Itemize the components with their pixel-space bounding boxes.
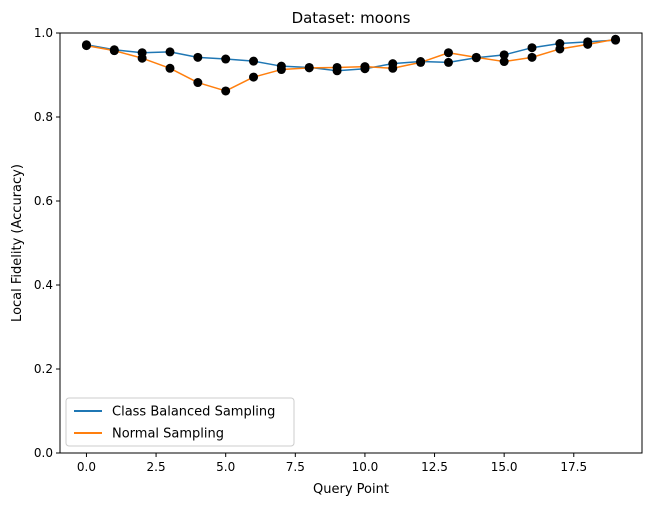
x-tick-label: 7.5 bbox=[286, 460, 305, 474]
series-1-point bbox=[249, 56, 259, 66]
x-tick-label: 5.0 bbox=[216, 460, 235, 474]
series-2-point bbox=[221, 86, 231, 96]
x-tick-label: 10.0 bbox=[352, 460, 379, 474]
x-axis-label: Query Point bbox=[313, 482, 389, 497]
legend: Class Balanced Sampling Normal Sampling bbox=[65, 397, 295, 447]
plot-frame bbox=[59, 32, 643, 454]
y-tick-label: 0.6 bbox=[34, 194, 53, 208]
series-1-point bbox=[527, 43, 537, 53]
y-tick-label: 0.0 bbox=[34, 446, 53, 460]
x-tick-label: 2.5 bbox=[147, 460, 166, 474]
series-2-point bbox=[193, 78, 203, 88]
y-tick-label: 0.8 bbox=[34, 110, 53, 124]
x-tick-label: 15.0 bbox=[491, 460, 518, 474]
series-2-point bbox=[527, 52, 537, 62]
series-line-2 bbox=[86, 38, 616, 92]
series-layer bbox=[81, 34, 621, 96]
ticks-layer: 0.0 2.5 5.0 7.5 10.0 12.5 15.0 17.5 0.0 0.2 0.4 0.6… bbox=[34, 26, 587, 474]
series-2-point bbox=[165, 63, 175, 73]
series-1-point bbox=[221, 54, 231, 64]
series-line-1 bbox=[86, 39, 616, 72]
series-2-point bbox=[109, 46, 119, 56]
y-tick-label: 0.2 bbox=[34, 362, 53, 376]
series-1-point bbox=[499, 50, 509, 60]
series-1-point bbox=[193, 52, 203, 62]
chart-title: Dataset: moons bbox=[292, 9, 411, 27]
y-tick-label: 0.4 bbox=[34, 278, 53, 292]
legend-label: Normal Sampling bbox=[112, 427, 224, 442]
series-2-point bbox=[249, 72, 259, 82]
series-2-point bbox=[583, 39, 593, 49]
series-2-point bbox=[555, 44, 565, 54]
y-axis-label: Local Fidelity (Accuracy) bbox=[10, 164, 25, 322]
series-2-point bbox=[443, 48, 453, 58]
series-2-point bbox=[360, 62, 370, 72]
legend-label: Class Balanced Sampling bbox=[112, 405, 275, 420]
series-2-point bbox=[81, 41, 91, 51]
series-2-point bbox=[416, 57, 426, 67]
series-2-point bbox=[276, 65, 286, 75]
series-2-point bbox=[471, 52, 481, 62]
series-1-point bbox=[443, 57, 453, 67]
series-2-point bbox=[137, 53, 147, 63]
series-1-point bbox=[165, 47, 175, 57]
x-tick-label: 17.5 bbox=[560, 460, 587, 474]
legend-box bbox=[65, 397, 295, 447]
series-2-point bbox=[332, 62, 342, 72]
series-2-point bbox=[499, 57, 509, 67]
x-tick-label: 0.0 bbox=[77, 460, 96, 474]
series-2-point bbox=[304, 63, 314, 73]
x-tick-label: 12.5 bbox=[421, 460, 448, 474]
series-2-point bbox=[611, 34, 621, 44]
y-tick-label: 1.0 bbox=[34, 26, 53, 40]
series-2-point bbox=[388, 63, 398, 73]
